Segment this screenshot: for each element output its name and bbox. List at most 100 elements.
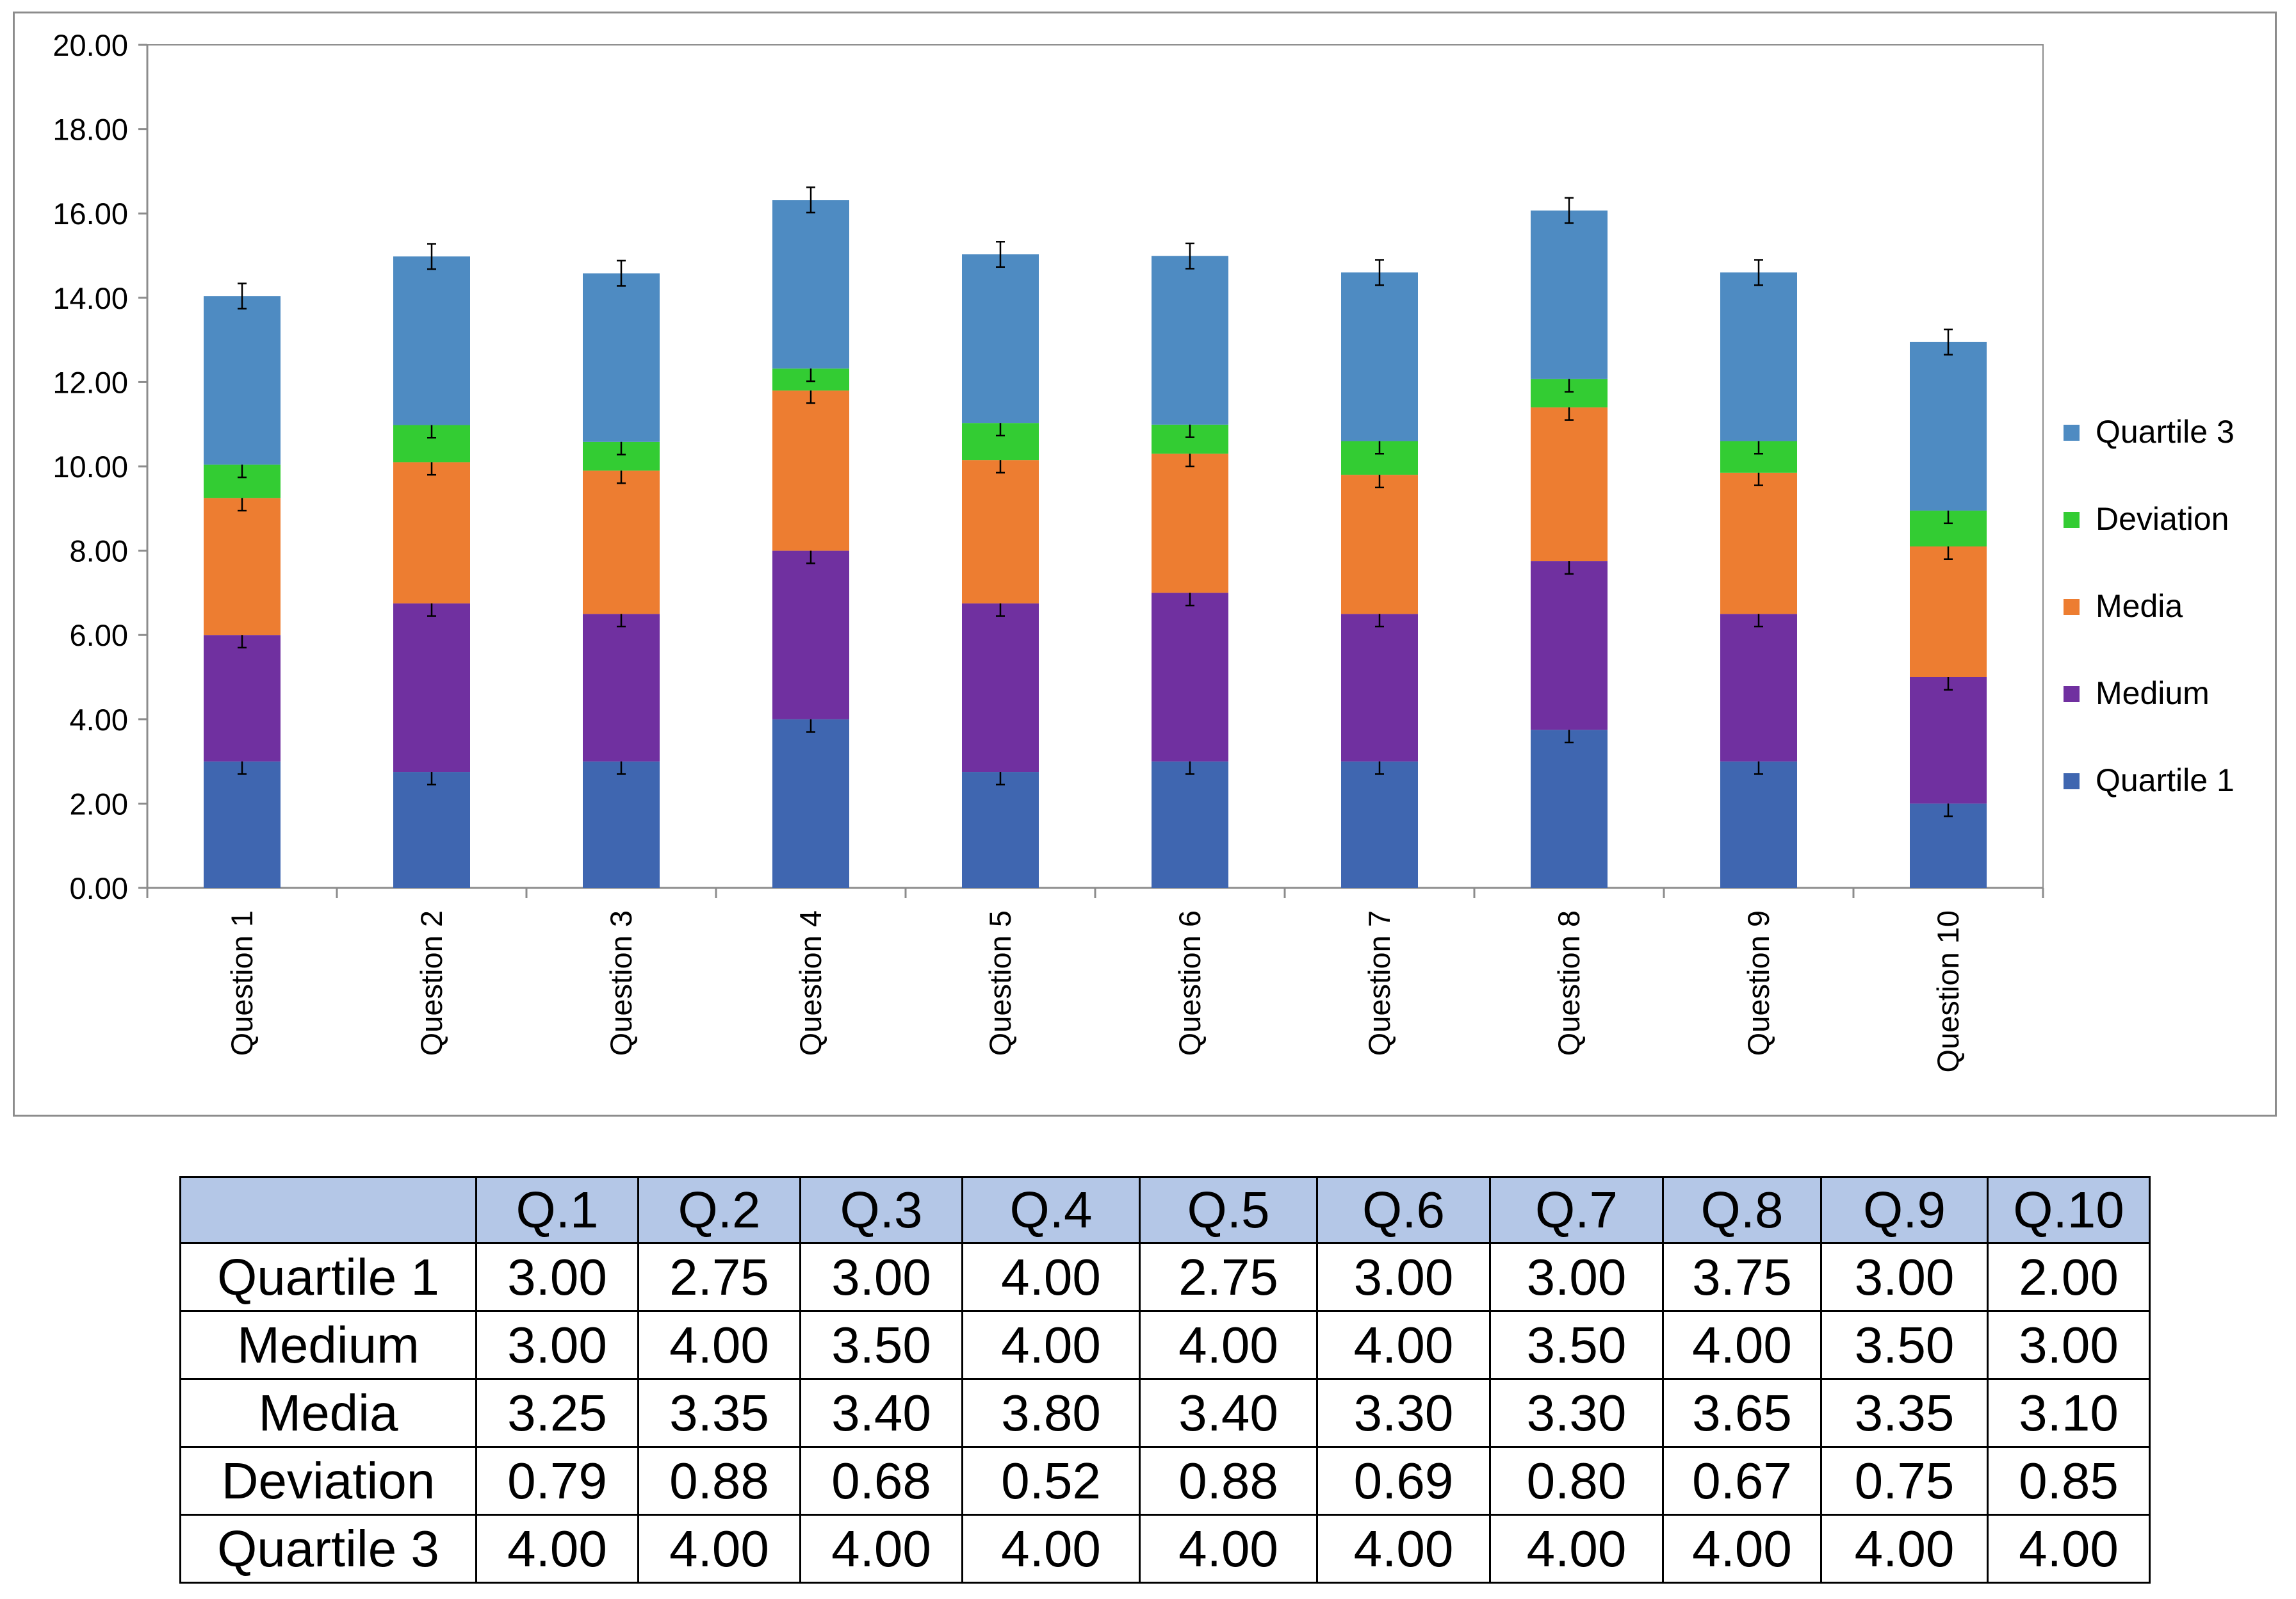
bar-medium bbox=[393, 603, 470, 773]
bar-quartile-3 bbox=[1910, 341, 1987, 511]
table-cell: 0.68 bbox=[799, 1446, 963, 1516]
table-cell: 0.67 bbox=[1662, 1446, 1822, 1516]
table-row: Media 3.25 3.35 3.40 3.80 3.40 3.30 3.30 3.65 3.3… bbox=[179, 1378, 2151, 1448]
bar-media bbox=[1152, 454, 1228, 593]
table-cell: 4.00 bbox=[1139, 1514, 1318, 1584]
bar-quartile-1 bbox=[583, 761, 660, 888]
y-tick-label: 0.00 bbox=[70, 871, 128, 905]
y-tick-label: 12.00 bbox=[53, 365, 128, 399]
bar-media bbox=[1531, 407, 1608, 562]
bar-medium bbox=[204, 635, 281, 762]
bar-quartile-1 bbox=[962, 772, 1039, 888]
legend-swatch bbox=[2064, 599, 2080, 615]
x-tick-label: Question 6 bbox=[1173, 910, 1207, 1056]
column-header: Q.7 bbox=[1489, 1176, 1664, 1244]
bar-quartile-3 bbox=[1341, 272, 1418, 441]
table-cell: 0.88 bbox=[1139, 1446, 1318, 1516]
y-tick-label: 20.00 bbox=[53, 28, 128, 62]
y-tick-label: 14.00 bbox=[53, 281, 128, 315]
table-cell: 4.00 bbox=[961, 1242, 1141, 1312]
legend-label: Quartile 3 bbox=[2096, 414, 2235, 450]
table-cell: 3.30 bbox=[1316, 1378, 1491, 1448]
bar-quartile-3 bbox=[1720, 272, 1797, 441]
row-label: Quartile 1 bbox=[179, 1242, 477, 1312]
bar-medium bbox=[772, 550, 849, 719]
x-tick-label: Question 7 bbox=[1362, 910, 1396, 1056]
bar-quartile-1 bbox=[204, 761, 281, 888]
bar-quartile-3 bbox=[393, 256, 470, 425]
x-tick-label: Question 2 bbox=[414, 910, 448, 1056]
table-cell: 4.00 bbox=[961, 1310, 1141, 1380]
table-cell: 3.35 bbox=[1820, 1378, 1989, 1448]
table-cell: 3.00 bbox=[1820, 1242, 1989, 1312]
legend-label: Quartile 1 bbox=[2096, 762, 2235, 798]
column-header: Q.2 bbox=[637, 1176, 801, 1244]
bar-quartile-3 bbox=[204, 296, 281, 465]
table-cell: 3.25 bbox=[475, 1378, 639, 1448]
bar-quartile-1 bbox=[393, 772, 470, 888]
bar-medium bbox=[1152, 593, 1228, 762]
row-label: Media bbox=[179, 1378, 477, 1448]
table-row: Deviation 0.79 0.88 0.68 0.52 0.88 0.69 0.80 0.6… bbox=[179, 1446, 2151, 1516]
bar-quartile-3 bbox=[962, 254, 1039, 423]
table-row: Medium 3.00 4.00 3.50 4.00 4.00 4.00 3.50 4.00 3.… bbox=[179, 1310, 2151, 1380]
y-tick-label: 4.00 bbox=[70, 703, 128, 737]
chart-frame bbox=[13, 12, 2277, 1117]
bar-media bbox=[1910, 546, 1987, 677]
column-header: Q.6 bbox=[1316, 1176, 1491, 1244]
bar-media bbox=[772, 390, 849, 551]
table-cell: 3.10 bbox=[1987, 1378, 2151, 1448]
bar-media bbox=[393, 462, 470, 603]
bar-quartile-1 bbox=[1341, 761, 1418, 888]
y-tick-label: 8.00 bbox=[70, 534, 128, 568]
row-label: Deviation bbox=[179, 1446, 477, 1516]
legend-swatch bbox=[2064, 425, 2080, 441]
legend-swatch bbox=[2064, 512, 2080, 528]
table-cell: 3.00 bbox=[799, 1242, 963, 1312]
table-cell: 0.79 bbox=[475, 1446, 639, 1516]
x-tick-label: Question 4 bbox=[794, 910, 827, 1056]
bar-medium bbox=[1341, 614, 1418, 762]
table-cell: 3.00 bbox=[1987, 1310, 2151, 1380]
table-cell: 4.00 bbox=[1987, 1514, 2151, 1584]
table-cell: 4.00 bbox=[1139, 1310, 1318, 1380]
table-row: Quartile 1 3.00 2.75 3.00 4.00 2.75 3.00 3.00 3.… bbox=[179, 1242, 2151, 1312]
bar-quartile-1 bbox=[1531, 730, 1608, 888]
bar-media bbox=[1720, 472, 1797, 614]
column-header: Q.10 bbox=[1987, 1176, 2151, 1244]
bar-medium bbox=[1531, 561, 1608, 730]
column-header: Q.9 bbox=[1820, 1176, 1989, 1244]
y-tick-label: 2.00 bbox=[70, 787, 128, 821]
table-header-row: Q.1 Q.2 Q.3 Q.4 Q.5 Q.6 Q.7 Q.8 Q.9 Q.10 bbox=[179, 1176, 2151, 1244]
bar-media bbox=[583, 470, 660, 614]
x-tick-label: Question 10 bbox=[1931, 910, 1965, 1072]
table-cell: 3.65 bbox=[1662, 1378, 1822, 1448]
table-cell: 0.88 bbox=[637, 1446, 801, 1516]
table-cell: 0.52 bbox=[961, 1446, 1141, 1516]
table-cell: 3.50 bbox=[799, 1310, 963, 1380]
bar-media bbox=[1341, 475, 1418, 614]
column-header: Q.1 bbox=[475, 1176, 639, 1244]
table-cell: 2.75 bbox=[637, 1242, 801, 1312]
table-cell: 0.80 bbox=[1489, 1446, 1664, 1516]
table-cell: 4.00 bbox=[1316, 1514, 1491, 1584]
table-cell: 2.00 bbox=[1987, 1242, 2151, 1312]
x-tick-label: Question 5 bbox=[983, 910, 1017, 1056]
bar-quartile-1 bbox=[1720, 761, 1797, 888]
x-tick-label: Question 9 bbox=[1741, 910, 1775, 1056]
y-tick-label: 10.00 bbox=[53, 450, 128, 484]
legend-label: Deviation bbox=[2096, 501, 2229, 537]
table-cell: 4.00 bbox=[1662, 1514, 1822, 1584]
row-label: Quartile 3 bbox=[179, 1514, 477, 1584]
table-cell: 4.00 bbox=[961, 1514, 1141, 1584]
column-header: Q.5 bbox=[1139, 1176, 1318, 1244]
table-cell: 3.50 bbox=[1489, 1310, 1664, 1380]
legend-swatch bbox=[2064, 773, 2080, 789]
table-cell: 4.00 bbox=[475, 1514, 639, 1584]
column-header: Q.3 bbox=[799, 1176, 963, 1244]
table-cell: 3.35 bbox=[637, 1378, 801, 1448]
table-cell: 4.00 bbox=[637, 1514, 801, 1584]
bar-quartile-1 bbox=[772, 719, 849, 888]
bar-medium bbox=[962, 603, 1039, 773]
bar-medium bbox=[1720, 614, 1797, 762]
